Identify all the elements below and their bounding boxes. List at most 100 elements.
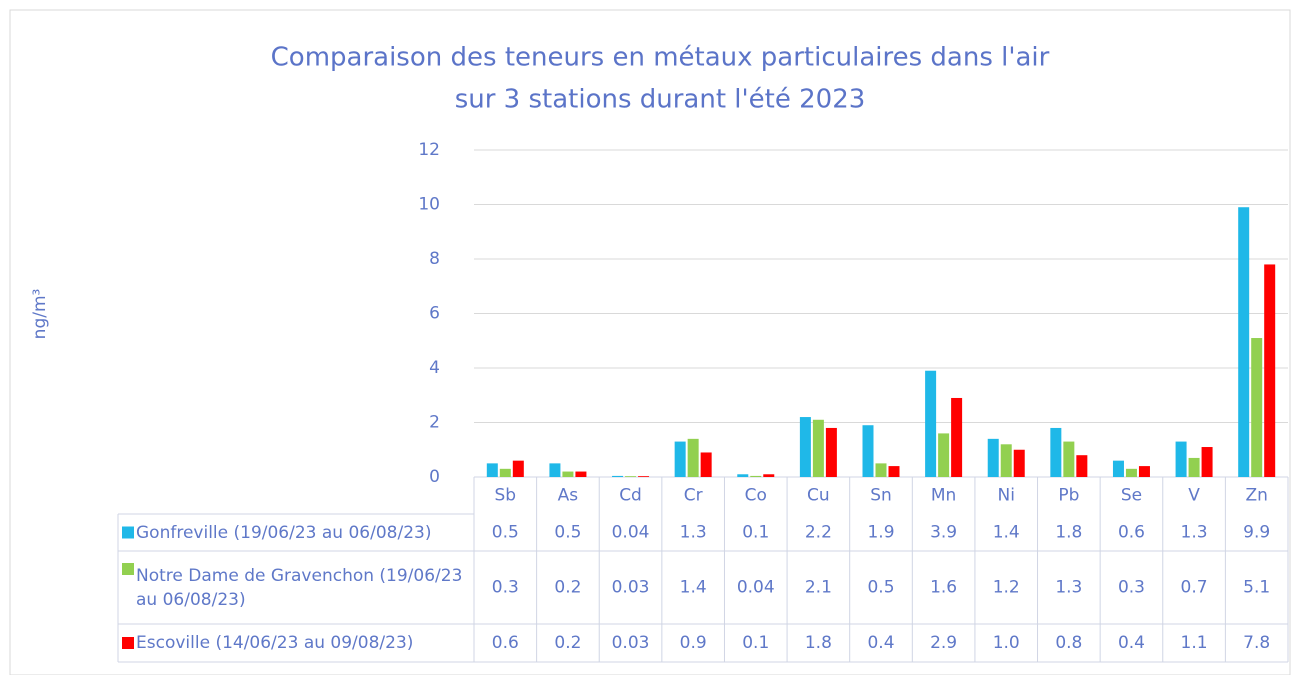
table-value: 0.9 bbox=[680, 633, 707, 653]
table-value: 0.5 bbox=[492, 523, 519, 543]
bar bbox=[575, 471, 587, 477]
table-value: 5.1 bbox=[1243, 578, 1270, 598]
table-value: 2.9 bbox=[930, 633, 957, 653]
table-value: 0.6 bbox=[492, 633, 519, 653]
table-value: 0.4 bbox=[867, 633, 894, 653]
bar bbox=[562, 471, 574, 477]
table-value: 3.9 bbox=[930, 523, 957, 543]
table-value: 1.2 bbox=[993, 578, 1020, 598]
bar bbox=[875, 463, 887, 477]
table-value: 1.1 bbox=[1181, 633, 1208, 653]
x-tick-label: Cu bbox=[807, 486, 830, 506]
legend-label-box: Notre Dame de Gravenchon (19/06/23 au 06… bbox=[136, 566, 462, 610]
table-value: 0.03 bbox=[612, 578, 650, 598]
legend-key bbox=[122, 526, 134, 539]
x-tick-label: Cr bbox=[684, 486, 703, 506]
bar bbox=[750, 475, 762, 477]
table-value: 0.6 bbox=[1118, 523, 1145, 543]
table-value: 0.8 bbox=[1055, 633, 1082, 653]
table-value: 0.1 bbox=[742, 523, 769, 543]
table-value: 0.4 bbox=[1118, 633, 1145, 653]
table-value: 0.04 bbox=[737, 578, 775, 598]
bar bbox=[700, 452, 712, 477]
table-value: 0.2 bbox=[554, 578, 581, 598]
table-value: 0.5 bbox=[867, 578, 894, 598]
table-value: 7.8 bbox=[1243, 633, 1270, 653]
table-value: 2.2 bbox=[805, 523, 832, 543]
table-value: 1.4 bbox=[993, 523, 1020, 543]
x-tick-label: Sn bbox=[870, 486, 892, 506]
y-tick-label: 0 bbox=[429, 467, 440, 487]
bar bbox=[625, 476, 637, 477]
bar bbox=[987, 438, 999, 477]
bar bbox=[737, 474, 749, 477]
x-tick-label: Ni bbox=[998, 486, 1015, 506]
y-axis-label: ng/m³ bbox=[30, 289, 50, 340]
bar bbox=[1201, 447, 1213, 477]
bar bbox=[612, 475, 624, 477]
bar bbox=[1063, 441, 1075, 477]
y-tick-label: 8 bbox=[429, 249, 440, 269]
legend-label-box: Gonfreville (19/06/23 au 06/08/23) bbox=[136, 523, 431, 543]
bar bbox=[1264, 264, 1276, 477]
bar bbox=[1050, 427, 1062, 477]
bar bbox=[925, 370, 937, 477]
x-tick-label: As bbox=[558, 486, 579, 506]
x-tick-label: Cd bbox=[619, 486, 642, 506]
bar bbox=[549, 463, 561, 477]
table-value: 1.4 bbox=[680, 578, 707, 598]
x-tick-label: Sb bbox=[495, 486, 517, 506]
bar bbox=[1000, 444, 1012, 477]
bar bbox=[951, 397, 963, 477]
chart-title: Comparaison des teneurs en métaux partic… bbox=[271, 43, 1050, 73]
bar bbox=[812, 419, 824, 477]
table-value: 1.3 bbox=[1181, 523, 1208, 543]
x-tick-label: Mn bbox=[931, 486, 956, 506]
legend-key bbox=[122, 563, 134, 575]
table-value: 0.03 bbox=[612, 633, 650, 653]
y-tick-label: 6 bbox=[429, 304, 440, 324]
bar bbox=[674, 441, 686, 477]
chart-title: sur 3 stations durant l'été 2023 bbox=[455, 85, 866, 115]
legend-label: Escoville (14/06/23 au 09/08/23) bbox=[136, 633, 414, 653]
bar bbox=[638, 476, 650, 477]
table-value: 1.3 bbox=[1055, 578, 1082, 598]
table-value: 1.6 bbox=[930, 578, 957, 598]
bar bbox=[512, 460, 524, 477]
bar bbox=[1125, 468, 1137, 477]
table-value: 0.04 bbox=[612, 523, 650, 543]
bar bbox=[938, 433, 950, 477]
table-value: 0.5 bbox=[554, 523, 581, 543]
table-value: 1.0 bbox=[993, 633, 1020, 653]
bar bbox=[888, 466, 900, 477]
table-value: 1.8 bbox=[805, 633, 832, 653]
x-tick-label: V bbox=[1188, 486, 1200, 506]
bar bbox=[486, 463, 498, 477]
bar bbox=[1076, 455, 1088, 477]
table-value: 1.9 bbox=[867, 523, 894, 543]
bar bbox=[862, 425, 874, 477]
bar bbox=[1188, 457, 1200, 477]
table-value: 2.1 bbox=[805, 578, 832, 598]
y-tick-label: 10 bbox=[418, 195, 440, 215]
bar bbox=[1251, 338, 1263, 477]
table-value: 9.9 bbox=[1243, 523, 1270, 543]
legend-key bbox=[122, 637, 134, 649]
bar bbox=[687, 438, 699, 477]
table-value: 0.1 bbox=[742, 633, 769, 653]
x-tick-label: Co bbox=[745, 486, 767, 506]
legend-label-box: Escoville (14/06/23 au 09/08/23) bbox=[136, 633, 414, 653]
bar bbox=[1138, 466, 1150, 477]
y-tick-label: 12 bbox=[418, 140, 440, 160]
y-tick-label: 4 bbox=[429, 358, 440, 378]
table-value: 1.3 bbox=[680, 523, 707, 543]
table-value: 1.8 bbox=[1055, 523, 1082, 543]
chart-border bbox=[9, 9, 1291, 675]
table-value: 0.3 bbox=[1118, 578, 1145, 598]
bar bbox=[499, 468, 511, 477]
y-tick-label: 2 bbox=[429, 413, 440, 433]
table-value: 0.7 bbox=[1181, 578, 1208, 598]
x-tick-label: Pb bbox=[1058, 486, 1079, 506]
bar bbox=[799, 417, 811, 477]
